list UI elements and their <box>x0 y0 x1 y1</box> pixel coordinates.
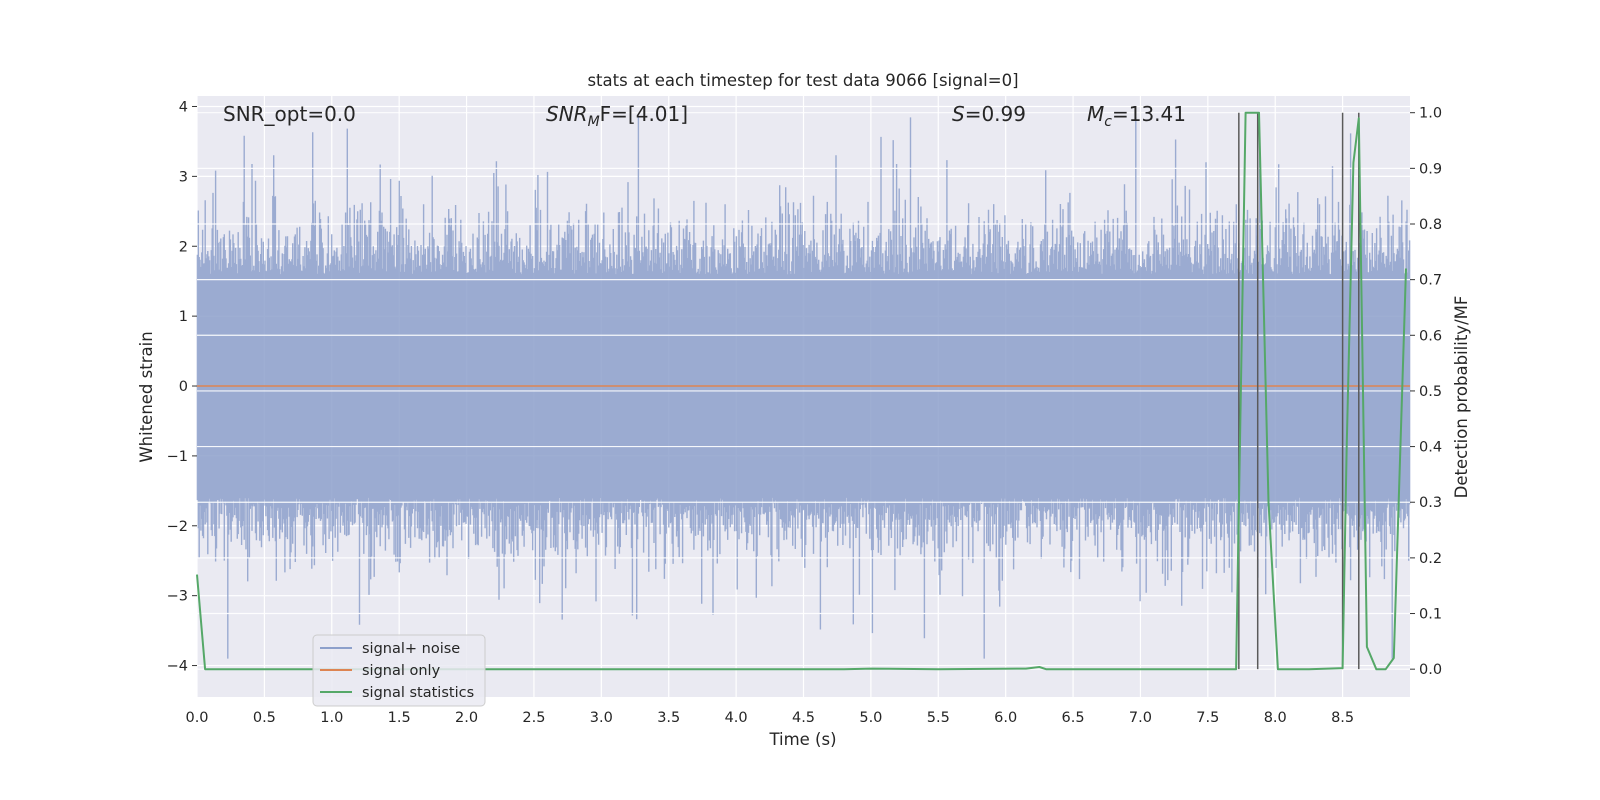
y2-tick-label: 0.5 <box>1419 384 1442 400</box>
s-value: =0.99 <box>965 102 1026 126</box>
s-annotation: S=0.99 <box>952 102 1026 126</box>
y-tick-label: 4 <box>179 99 188 115</box>
y-tick-label: −1 <box>167 449 188 465</box>
y2-tick-label: 0.6 <box>1419 328 1442 344</box>
y2-tick-label: 0.8 <box>1419 217 1442 233</box>
mc-value: =13.41 <box>1112 102 1186 126</box>
x-tick-label: 8.5 <box>1331 710 1354 726</box>
mc-prefix: M <box>1087 102 1104 126</box>
signal-statistics-series <box>196 111 1407 671</box>
legend-label-statistics: signal statistics <box>362 685 474 701</box>
y2-tick-label: 0.2 <box>1419 551 1442 567</box>
chart-title: stats at each timestep for test data 906… <box>587 71 1018 90</box>
y2-tick-label: 0.3 <box>1419 495 1442 511</box>
x-tick-label: 6.5 <box>1062 710 1085 726</box>
y2-tick-label: 0.7 <box>1419 273 1442 289</box>
x-tick-label: 4.0 <box>725 710 748 726</box>
x-axis-ticks: 0.0 0.5 1.0 1.5 2.0 2.5 3.0 3.5 4.0 4.5 5.0 5.5 6.0 6… <box>185 710 1354 726</box>
y2-tick-label: 0.1 <box>1419 607 1442 623</box>
noise-trace <box>196 117 1411 659</box>
x-axis-label: Time (s) <box>768 730 836 749</box>
x-tick-label: 7.0 <box>1129 710 1152 726</box>
mc-annotation: Mc=13.41 <box>1087 102 1186 130</box>
s-prefix: S <box>952 102 965 126</box>
y-tick-label: −2 <box>167 519 188 535</box>
x-tick-label: 2.0 <box>455 710 478 726</box>
x-tick-label: 3.5 <box>657 710 680 726</box>
y-tick-label: −3 <box>167 589 188 605</box>
signal-plus-noise-series <box>196 117 1411 659</box>
y-tick-label: 0 <box>179 379 188 395</box>
y-tick-label: 2 <box>179 239 188 255</box>
snr-mf-annotation: SNRMF=[4.01] <box>546 102 688 130</box>
x-tick-label: 7.5 <box>1196 710 1219 726</box>
y-tick-label: 1 <box>179 309 188 325</box>
x-tick-label: 0.5 <box>253 710 276 726</box>
x-tick-label: 1.5 <box>388 710 411 726</box>
legend: signal+ noise signal only signal statist… <box>312 634 486 707</box>
x-tick-label: 3.0 <box>590 710 613 726</box>
signal-statistics-line <box>196 111 1407 671</box>
legend-box <box>312 634 486 707</box>
y2-tick-label: 0.4 <box>1419 440 1442 456</box>
y2-tick-label: 0.0 <box>1419 662 1442 678</box>
x-tick-label: 0.0 <box>185 710 208 726</box>
left-y-axis-ticks: 4 3 2 1 0 −1 −2 −3 −4 <box>167 99 197 675</box>
snr-mf-value: F=[4.01] <box>600 102 688 126</box>
right-y-axis-ticks: 1.0 0.9 0.8 0.7 0.6 0.5 0.4 0.3 0.2 0.1 0.0 <box>1410 106 1442 678</box>
detection-markers <box>1238 112 1360 670</box>
x-tick-label: 2.5 <box>522 710 545 726</box>
annotation-text: SNR_opt=0.0 SNRMF=[4.01] S=0.99 Mc=13.41 <box>223 102 1186 130</box>
right-y-axis-label: Detection probability/MF <box>1452 296 1471 499</box>
x-tick-label: 4.5 <box>792 710 815 726</box>
y2-tick-label: 0.9 <box>1419 161 1442 177</box>
x-tick-label: 6.0 <box>994 710 1017 726</box>
mc-subscript: c <box>1104 114 1112 130</box>
legend-label-signal-only: signal only <box>362 663 441 679</box>
y-tick-label: −4 <box>167 659 188 675</box>
y2-tick-label: 1.0 <box>1419 106 1442 122</box>
x-tick-label: 1.0 <box>320 710 343 726</box>
x-tick-label: 5.5 <box>927 710 950 726</box>
snr-opt-annotation: SNR_opt=0.0 <box>223 102 356 126</box>
legend-label-noise: signal+ noise <box>362 641 460 657</box>
y-axis-label: Whitened strain <box>137 331 156 462</box>
y-tick-label: 3 <box>179 169 188 185</box>
snr-mf-subscript: M <box>588 114 600 130</box>
snr-mf-prefix: SNR <box>546 102 588 126</box>
x-tick-label: 8.0 <box>1264 710 1287 726</box>
x-tick-label: 5.0 <box>859 710 882 726</box>
